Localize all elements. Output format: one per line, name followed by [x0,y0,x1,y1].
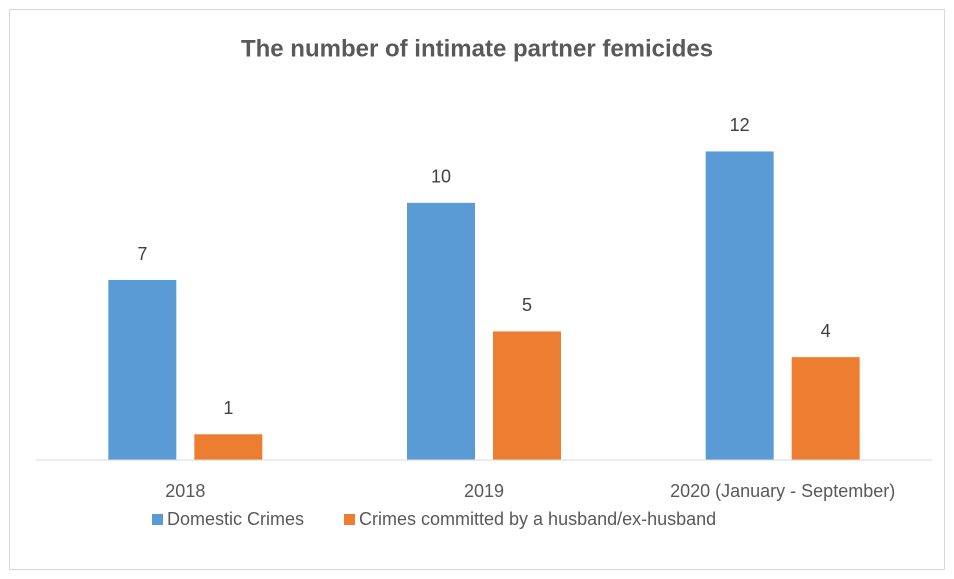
data-label: 1 [223,398,233,418]
x-tick-label: 2018 [165,481,205,501]
bar [108,280,177,460]
legend-swatch [152,514,163,525]
bar [407,202,475,460]
bar [791,357,860,460]
bar [493,331,561,460]
data-label: 7 [137,244,147,264]
data-label: 4 [821,321,831,341]
chart-title: The number of intimate partner femicides [241,35,713,62]
data-label: 12 [730,115,750,135]
legend-swatch [344,514,356,525]
legend-label: Crimes committed by a husband/ex-husband [359,509,716,529]
x-tick-label: 2019 [464,481,504,501]
data-label: 10 [431,167,451,187]
x-tick-label: 2020 (January - September) [670,481,895,501]
legend-label: Domestic Crimes [167,509,304,529]
bar [194,434,263,460]
data-label: 5 [522,295,532,315]
bar [705,151,774,460]
